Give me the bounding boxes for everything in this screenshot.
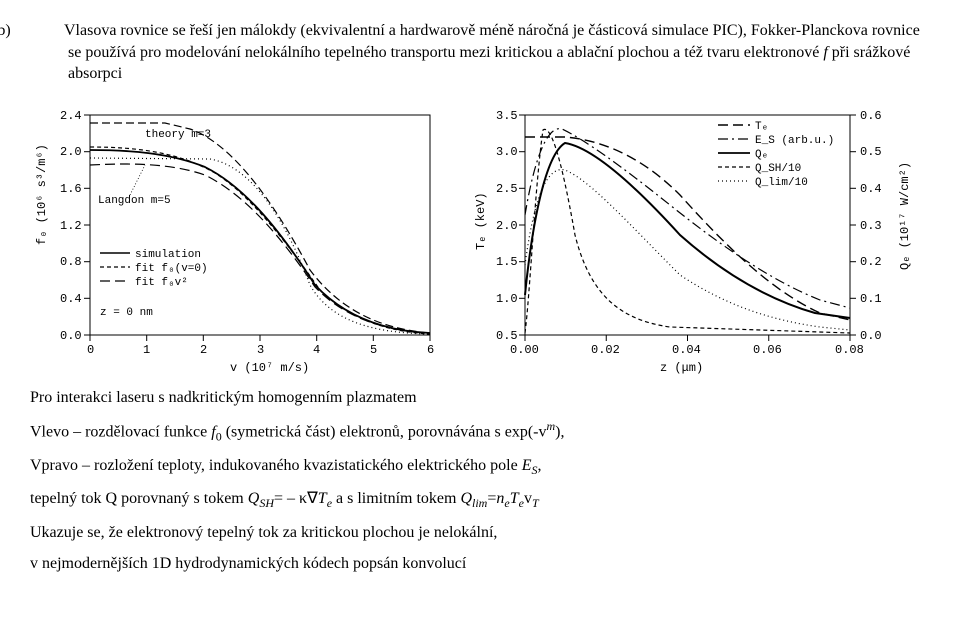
- caption-line3: Vpravo – rozložení teploty, indukovaného…: [30, 455, 930, 478]
- svg-text:0.08: 0.08: [835, 343, 864, 357]
- caption-line5: Ukazuje se, že elektronový tepelný tok z…: [30, 522, 930, 544]
- label-theory: theory m=3: [145, 129, 211, 141]
- svg-text:1.2: 1.2: [60, 219, 82, 233]
- bullet-text-1: Vlasova rovnice se řeší jen málokdy (ekv…: [64, 22, 920, 61]
- svg-text:1.6: 1.6: [60, 182, 82, 196]
- svg-text:0.02: 0.02: [591, 343, 620, 357]
- svg-text:1.0: 1.0: [496, 292, 518, 306]
- svg-text:4: 4: [313, 343, 320, 357]
- caption-block: Pro interakci laseru s nadkritickým homo…: [30, 387, 930, 575]
- right-chart: 0.00 0.02 0.04 0.06 0.08 0.5 1.0 1.5 2.0…: [470, 95, 920, 375]
- svg-text:E_S (arb.u.): E_S (arb.u.): [755, 135, 834, 147]
- ylabel: f₀ (10⁶ s³/m⁶): [35, 144, 49, 245]
- label-langdon: Langdon m=5: [98, 195, 171, 207]
- svg-text:simulation: simulation: [135, 249, 201, 261]
- caption-line1: Pro interakci laseru s nadkritickým homo…: [30, 387, 930, 409]
- svg-text:1: 1: [143, 343, 150, 357]
- svg-text:2.0: 2.0: [60, 145, 82, 159]
- xlabel: v (10⁷ m/s): [230, 361, 309, 375]
- svg-text:3.0: 3.0: [496, 145, 518, 159]
- plot-frame: [525, 115, 850, 335]
- svg-text:Tₑ: Tₑ: [755, 121, 768, 133]
- svg-text:fit f₀(v=0): fit f₀(v=0): [135, 263, 208, 275]
- svg-text:5: 5: [370, 343, 377, 357]
- z-note: z = 0 nm: [100, 307, 153, 319]
- y-ticks: 0.0 0.4 0.8 1.2 1.6 2.0 2.4: [60, 109, 90, 343]
- caption-line6: v nejmodernějších 1D hydrodynamických kó…: [30, 553, 930, 575]
- svg-text:0.3: 0.3: [860, 219, 882, 233]
- x-ticks: 0.00 0.02 0.04 0.06 0.08: [510, 335, 864, 357]
- svg-text:1.5: 1.5: [496, 255, 518, 269]
- caption-line2: Vlevo – rozdělovací funkce f0 (symetrick…: [30, 418, 930, 445]
- plot-frame: [90, 115, 430, 335]
- y-ticks-left: 0.5 1.0 1.5 2.0 2.5 3.0 3.5: [496, 109, 525, 343]
- ylabel-left: Tₑ (keV): [474, 192, 488, 250]
- x-ticks: 0 1 2 3 4 5 6: [87, 335, 434, 357]
- svg-text:0.0: 0.0: [60, 329, 82, 343]
- svg-text:Qₑ: Qₑ: [755, 149, 768, 161]
- svg-text:fit f₀v²: fit f₀v²: [135, 277, 188, 289]
- svg-text:Q_SH/10: Q_SH/10: [755, 163, 801, 175]
- ylabel-right: Qₑ (10¹⁷ W/cm²): [898, 162, 912, 270]
- figure-row: 0 1 2 3 4 5 6 0.0 0.4 0.8 1.2: [30, 95, 930, 375]
- xlabel: z (μm): [660, 361, 703, 375]
- svg-text:3: 3: [257, 343, 264, 357]
- svg-text:0.8: 0.8: [60, 255, 82, 269]
- svg-text:0.0: 0.0: [860, 329, 882, 343]
- svg-text:2.4: 2.4: [60, 109, 82, 123]
- bullet-label: (b): [30, 20, 64, 42]
- svg-text:0.4: 0.4: [60, 292, 82, 306]
- svg-text:0.6: 0.6: [860, 109, 882, 123]
- svg-text:0: 0: [87, 343, 94, 357]
- svg-text:0.2: 0.2: [860, 255, 882, 269]
- svg-text:0.1: 0.1: [860, 292, 882, 306]
- svg-text:0.5: 0.5: [496, 329, 518, 343]
- bullet-item-b: (b)Vlasova rovnice se řeší jen málokdy (…: [30, 20, 930, 85]
- svg-text:0.04: 0.04: [672, 343, 701, 357]
- svg-text:2.5: 2.5: [496, 182, 518, 196]
- y-ticks-right: 0.0 0.1 0.2 0.3 0.4 0.5 0.6: [850, 109, 882, 343]
- svg-text:6: 6: [427, 343, 434, 357]
- svg-text:2.0: 2.0: [496, 219, 518, 233]
- svg-text:0.00: 0.00: [510, 343, 539, 357]
- left-chart: 0 1 2 3 4 5 6 0.0 0.4 0.8 1.2: [30, 95, 450, 375]
- svg-text:3.5: 3.5: [496, 109, 518, 123]
- svg-text:0.06: 0.06: [753, 343, 782, 357]
- svg-text:2: 2: [200, 343, 207, 357]
- svg-text:0.4: 0.4: [860, 182, 882, 196]
- caption-line4: tepelný tok Q porovnaný s tokem QSH= – κ…: [30, 488, 930, 511]
- svg-text:Q_lim/10: Q_lim/10: [755, 177, 808, 189]
- svg-text:0.5: 0.5: [860, 145, 882, 159]
